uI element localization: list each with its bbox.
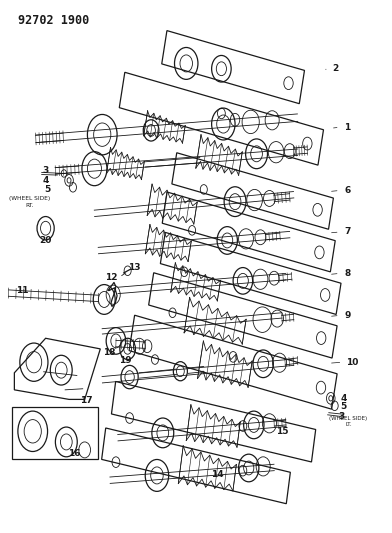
Text: 13: 13 <box>128 263 141 272</box>
Text: 17: 17 <box>80 396 92 405</box>
Text: 1: 1 <box>345 123 351 132</box>
Text: 20: 20 <box>40 237 52 246</box>
Text: 5: 5 <box>341 402 347 411</box>
Text: RT.: RT. <box>26 203 34 208</box>
Text: 8: 8 <box>345 269 351 278</box>
Text: 15: 15 <box>276 427 288 436</box>
Text: 2: 2 <box>333 64 339 73</box>
Text: 7: 7 <box>344 228 351 237</box>
Text: LT.: LT. <box>345 422 352 427</box>
Text: 11: 11 <box>16 286 29 295</box>
Text: 12: 12 <box>105 273 117 281</box>
Text: 3: 3 <box>42 166 49 175</box>
Text: 14: 14 <box>211 471 224 479</box>
Text: 18: 18 <box>103 348 116 357</box>
Text: 5: 5 <box>44 185 51 194</box>
Text: (WHEEL SIDE): (WHEEL SIDE) <box>9 196 51 201</box>
Text: 92702 1900: 92702 1900 <box>18 14 89 27</box>
Text: 10: 10 <box>346 358 358 367</box>
Text: 16: 16 <box>68 449 80 458</box>
Text: 19: 19 <box>120 356 132 365</box>
Text: 4: 4 <box>42 176 49 185</box>
Text: 4: 4 <box>341 394 347 403</box>
Text: 6: 6 <box>345 186 351 195</box>
Text: 9: 9 <box>344 311 351 320</box>
Text: (WHEEL SIDE): (WHEEL SIDE) <box>329 416 367 421</box>
Text: 3: 3 <box>338 412 345 421</box>
